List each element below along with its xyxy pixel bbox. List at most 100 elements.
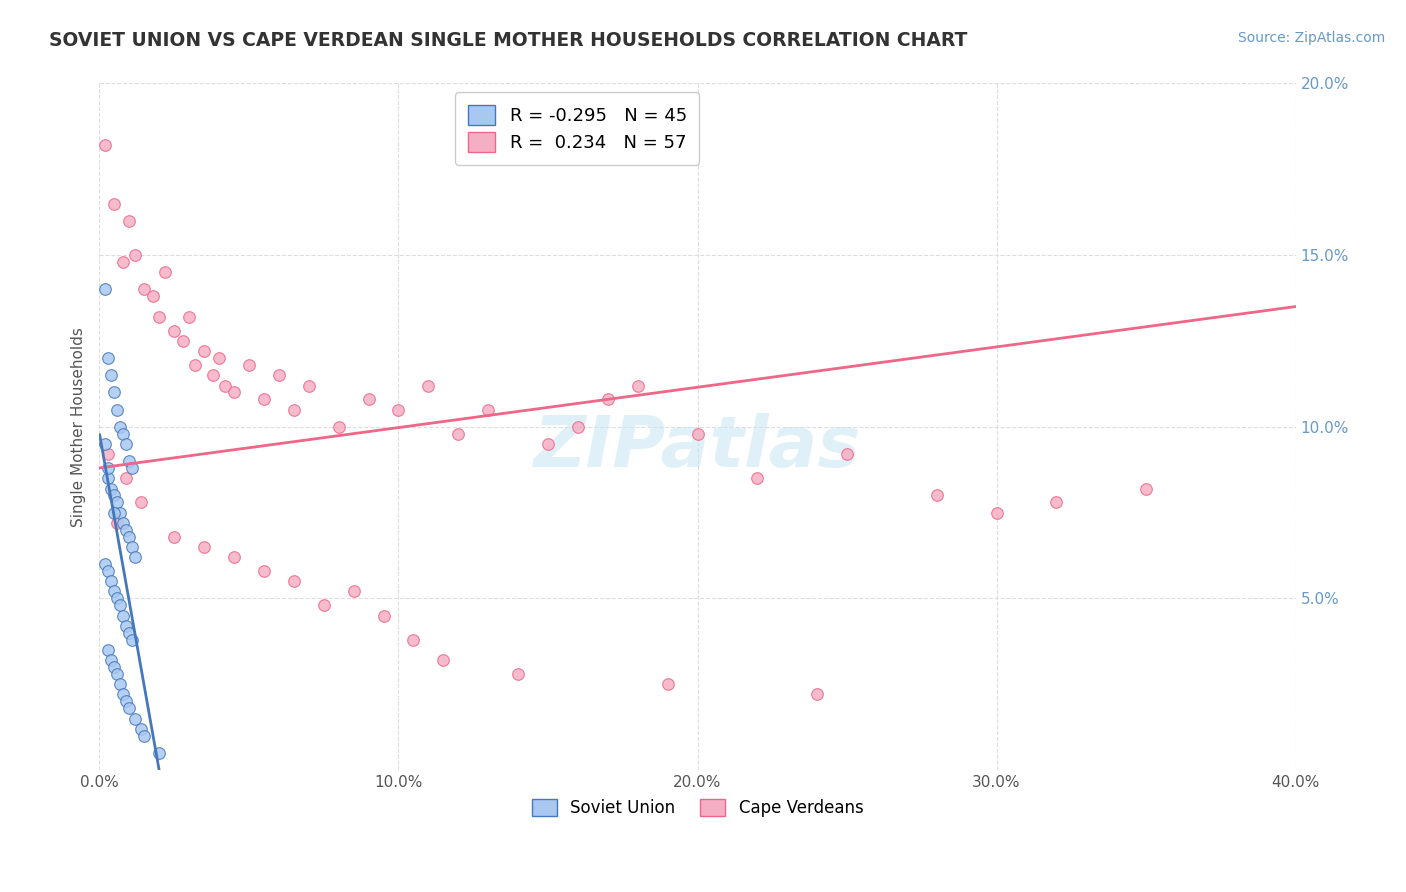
Point — [657, 677, 679, 691]
Point — [142, 289, 165, 303]
Point — [97, 643, 120, 657]
Point — [343, 584, 366, 599]
Point — [112, 426, 135, 441]
Point — [283, 574, 305, 589]
Point — [105, 402, 128, 417]
Point — [112, 608, 135, 623]
Point — [121, 632, 143, 647]
Point — [124, 550, 146, 565]
Point — [373, 608, 395, 623]
Legend: Soviet Union, Cape Verdeans: Soviet Union, Cape Verdeans — [524, 792, 870, 823]
Point — [402, 632, 425, 647]
Point — [283, 402, 305, 417]
Point — [477, 402, 499, 417]
Point — [567, 419, 589, 434]
Point — [627, 378, 650, 392]
Point — [97, 461, 120, 475]
Point — [214, 378, 236, 392]
Point — [129, 722, 152, 736]
Point — [103, 385, 125, 400]
Point — [193, 540, 215, 554]
Point — [155, 265, 177, 279]
Point — [103, 584, 125, 599]
Point — [747, 471, 769, 485]
Point — [184, 358, 207, 372]
Text: Source: ZipAtlas.com: Source: ZipAtlas.com — [1237, 31, 1385, 45]
Point — [163, 324, 186, 338]
Point — [1045, 495, 1067, 509]
Point — [103, 660, 125, 674]
Point — [103, 196, 125, 211]
Point — [97, 447, 120, 461]
Point — [112, 516, 135, 530]
Point — [97, 351, 120, 365]
Point — [447, 426, 470, 441]
Point — [118, 625, 141, 640]
Point — [172, 334, 194, 348]
Point — [506, 666, 529, 681]
Point — [835, 447, 858, 461]
Point — [253, 564, 276, 578]
Point — [110, 506, 132, 520]
Point — [357, 392, 380, 407]
Point — [134, 282, 156, 296]
Point — [121, 461, 143, 475]
Point — [110, 677, 132, 691]
Point — [100, 482, 122, 496]
Point — [193, 344, 215, 359]
Point — [118, 530, 141, 544]
Point — [115, 694, 138, 708]
Point — [115, 523, 138, 537]
Point — [94, 282, 117, 296]
Point — [124, 711, 146, 725]
Text: SOVIET UNION VS CAPE VERDEAN SINGLE MOTHER HOUSEHOLDS CORRELATION CHART: SOVIET UNION VS CAPE VERDEAN SINGLE MOTH… — [49, 31, 967, 50]
Point — [105, 591, 128, 606]
Point — [118, 701, 141, 715]
Point — [986, 506, 1008, 520]
Point — [97, 564, 120, 578]
Point — [222, 385, 245, 400]
Point — [105, 666, 128, 681]
Point — [105, 495, 128, 509]
Point — [312, 599, 335, 613]
Point — [148, 310, 170, 324]
Point — [121, 540, 143, 554]
Point — [100, 368, 122, 383]
Point — [115, 471, 138, 485]
Point — [110, 599, 132, 613]
Point — [112, 688, 135, 702]
Point — [222, 550, 245, 565]
Point — [124, 248, 146, 262]
Point — [148, 746, 170, 760]
Point — [103, 488, 125, 502]
Point — [806, 688, 828, 702]
Point — [202, 368, 225, 383]
Point — [298, 378, 321, 392]
Point — [118, 454, 141, 468]
Y-axis label: Single Mother Households: Single Mother Households — [72, 326, 86, 526]
Point — [432, 653, 454, 667]
Point — [100, 574, 122, 589]
Point — [118, 213, 141, 227]
Point — [596, 392, 619, 407]
Point — [94, 557, 117, 571]
Point — [97, 471, 120, 485]
Point — [418, 378, 440, 392]
Point — [387, 402, 409, 417]
Point — [110, 419, 132, 434]
Point — [686, 426, 709, 441]
Point — [100, 653, 122, 667]
Point — [115, 619, 138, 633]
Point — [103, 506, 125, 520]
Point — [267, 368, 290, 383]
Point — [253, 392, 276, 407]
Point — [179, 310, 201, 324]
Point — [1135, 482, 1157, 496]
Point — [94, 437, 117, 451]
Point — [129, 495, 152, 509]
Text: ZIPatlas: ZIPatlas — [534, 413, 862, 482]
Point — [537, 437, 560, 451]
Point — [134, 729, 156, 743]
Point — [238, 358, 260, 372]
Point — [208, 351, 231, 365]
